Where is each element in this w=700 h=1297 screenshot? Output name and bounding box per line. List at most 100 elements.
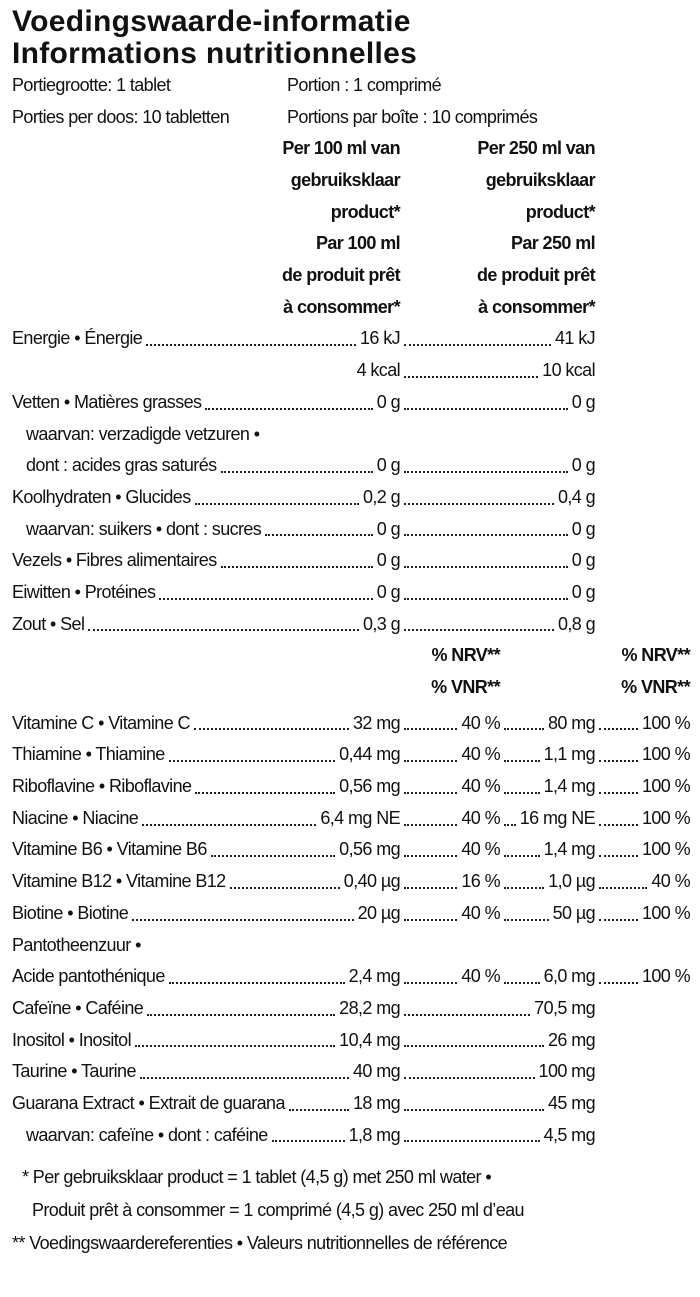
- column-header-row: Par 100 ml Par 250 ml: [0, 228, 700, 260]
- value-100ml: 0 g: [376, 391, 401, 412]
- leader-dots: [288, 1108, 349, 1111]
- serving-row: Portiegrootte: 1 tablet Portion : 1 compr…: [0, 70, 700, 102]
- nutrient-label: Zout • Sel: [12, 613, 85, 634]
- value-100ml: 20 µg: [357, 902, 401, 923]
- nutrient-label: waarvan: suikers • dont : sucres: [26, 518, 262, 539]
- cell: à consommer*: [12, 292, 400, 324]
- value-100ml: 0,56 mg: [339, 776, 400, 797]
- footnotes: * Per gebruiksklaar product = 1 tablet (…: [0, 1161, 700, 1260]
- cell: Vitamine B12 • Vitamine B12 0,40 µg: [12, 866, 401, 898]
- value-100ml: 0 g: [376, 455, 401, 476]
- leader-dots: [404, 1013, 531, 1016]
- cell: % NRV**: [400, 640, 501, 672]
- value-250ml: 80 mg: [547, 712, 596, 733]
- leader-dots: [146, 344, 356, 347]
- leader-dots: [229, 886, 340, 889]
- cell: 0,4 g: [400, 482, 596, 514]
- cell: product*: [400, 197, 596, 229]
- nutrient-row: waarvan: verzadigde vetzuren •: [0, 419, 700, 451]
- cell: Inositol • Inositol 10,4 mg: [12, 1025, 401, 1057]
- nutrient-label: Guarana Extract • Extrait de guarana: [12, 1092, 285, 1113]
- leader-dots: [220, 470, 373, 473]
- footnote: Produit prêt à consommer = 1 comprimé (4…: [32, 1200, 525, 1221]
- nrv-250ml: 100 %: [641, 744, 691, 765]
- leader-dots: [599, 760, 638, 763]
- nutrient-row: Vitamine B12 • Vitamine B12 0,40 µg 16 % 1,…: [0, 866, 700, 898]
- value-100ml: 28,2 mg: [339, 997, 400, 1018]
- column-header: Per 100 ml van: [282, 138, 400, 159]
- cell: Energie • Énergie 16 kJ: [12, 323, 401, 355]
- leader-dots: [205, 407, 373, 410]
- leader-dots: [599, 918, 638, 921]
- value-250ml: 0 g: [571, 455, 596, 476]
- nutrient-label: Vitamine B6 • Vitamine B6: [12, 839, 207, 860]
- cell: Biotine • Biotine 20 µg: [12, 898, 401, 930]
- serving-fr: Portion : 1 comprimé: [287, 74, 442, 95]
- nutrient-row: Pantotheenzuur •: [0, 930, 700, 962]
- nutrient-row: Guarana Extract • Extrait de guarana 18 m…: [0, 1088, 700, 1120]
- cell: 100 %: [595, 708, 691, 740]
- nrv-100ml: 40 %: [461, 839, 500, 860]
- leader-dots: [168, 760, 336, 763]
- value-100ml: 0,2 g: [362, 486, 401, 507]
- leader-dots: [599, 886, 648, 889]
- cell: 100 %: [595, 803, 691, 835]
- nutrient-row: Cafeïne • Caféine 28,2 mg 70,5 mg: [0, 993, 700, 1025]
- value-250ml: 1,0 µg: [548, 871, 595, 892]
- nutrient-label: Vitamine C • Vitamine C: [12, 712, 191, 733]
- cell: waarvan: verzadigde vetzuren •: [26, 419, 400, 451]
- cell: Riboflavine • Riboflavine 0,56 mg: [12, 771, 401, 803]
- leader-dots: [139, 1077, 349, 1079]
- nutrient-label: Energie • Énergie: [12, 328, 143, 349]
- cell: 16 mg NE: [500, 803, 596, 835]
- nrv-100ml: 40 %: [461, 776, 500, 797]
- cell: 100 %: [595, 961, 691, 993]
- nrv-250ml: 40 %: [651, 871, 690, 892]
- value-250ml: 26 mg: [547, 1029, 596, 1050]
- nutrient-row: Niacine • Niacine 6,4 mg NE 40 % 16 mg NE 10…: [0, 803, 700, 835]
- leader-dots: [220, 566, 373, 568]
- leader-dots: [404, 1108, 544, 1111]
- leader-dots: [88, 629, 359, 632]
- value-250ml: 70,5 mg: [534, 997, 595, 1018]
- cell: 26 mg: [400, 1025, 596, 1057]
- leader-dots: [132, 918, 354, 921]
- cell: Acide pantothénique 2,4 mg: [12, 961, 401, 993]
- value-100ml: 0,56 mg: [339, 839, 400, 860]
- nutrient-label: Biotine • Biotine: [12, 902, 129, 923]
- leader-dots: [504, 728, 544, 731]
- value-100ml: 2,4 mg: [348, 966, 401, 987]
- leader-dots: [404, 760, 458, 763]
- leader-dots: [404, 407, 568, 410]
- leader-dots: [404, 855, 458, 858]
- nutrient-row: Eiwitten • Protéines 0 g 0 g: [0, 577, 700, 609]
- leader-dots: [404, 566, 568, 568]
- value-250ml: 16 mg NE: [519, 807, 596, 828]
- cell: % VNR**: [595, 672, 690, 704]
- nrv-250ml: 100 %: [641, 966, 691, 987]
- nrv-250ml: 100 %: [641, 807, 691, 828]
- leader-dots: [193, 728, 349, 731]
- leader-dots: [599, 823, 638, 826]
- cell: Vezels • Fibres alimentaires 0 g: [12, 545, 401, 577]
- leader-dots: [404, 1045, 544, 1048]
- serving-row: Porties per doos: 10 tabletten Portions p…: [0, 102, 700, 134]
- nrv-250ml: 100 %: [641, 776, 691, 797]
- nutrient-label: waarvan: cafeïne • dont : caféine: [26, 1124, 268, 1145]
- nutrient-row: Energie • Énergie 16 kJ 41 kJ: [0, 324, 700, 356]
- nutrient-label: Inositol • Inositol: [12, 1029, 132, 1050]
- nutrient-row: Inositol • Inositol 10,4 mg 26 mg: [0, 1025, 700, 1057]
- leader-dots: [210, 855, 336, 858]
- leader-dots: [404, 918, 458, 921]
- nrv-header-row: % VNR** % VNR**: [0, 672, 700, 704]
- cell: 50 µg: [500, 898, 596, 930]
- nutrient-row: Acide pantothénique 2,4 mg 40 % 6,0 mg 100 %: [0, 961, 700, 993]
- leader-dots: [504, 886, 545, 889]
- leader-dots: [504, 760, 540, 763]
- cell: 4,5 mg: [400, 1120, 596, 1152]
- cell: à consommer*: [400, 292, 595, 324]
- cell: Par 250 ml: [400, 228, 596, 260]
- value-250ml: 0 g: [571, 518, 596, 539]
- value-250ml: 100 mg: [538, 1061, 596, 1082]
